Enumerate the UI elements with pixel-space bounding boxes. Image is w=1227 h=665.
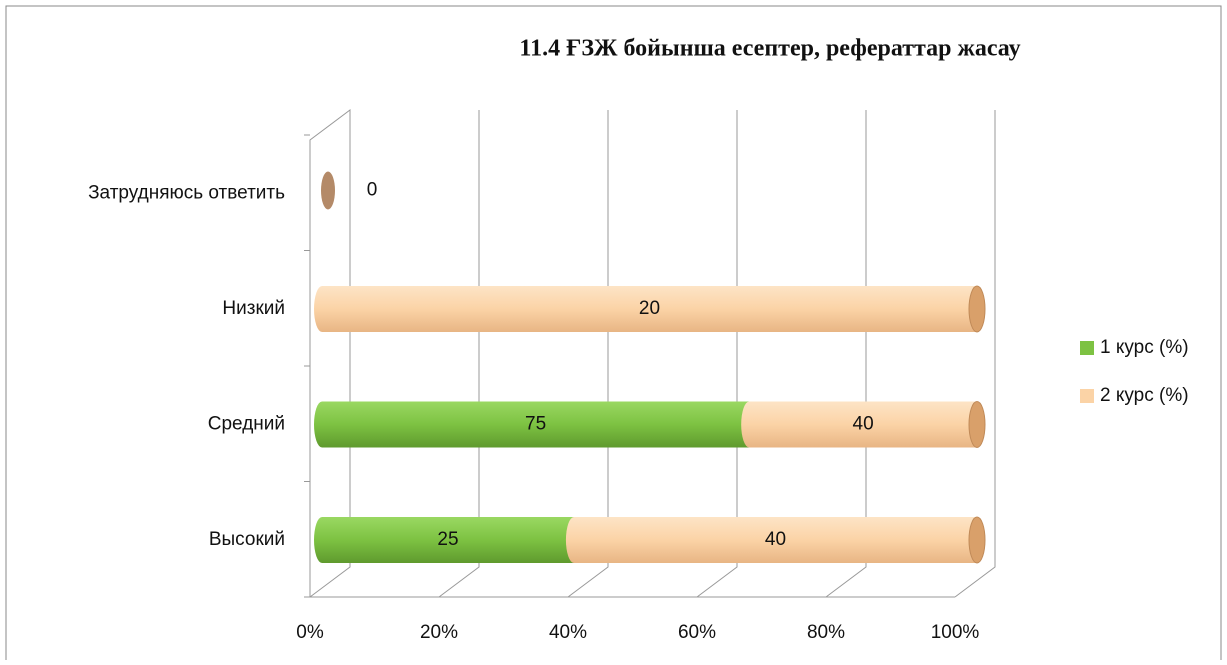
bar-cap bbox=[968, 285, 986, 333]
x-tick-label: 60% bbox=[678, 622, 716, 643]
bar-cap bbox=[968, 516, 986, 564]
y-tick-label: Затрудняюсь ответить bbox=[88, 183, 285, 204]
bar bbox=[314, 286, 985, 332]
y-tick-label: Высокий bbox=[209, 529, 285, 550]
bar-cap bbox=[968, 401, 986, 448]
legend-swatch bbox=[1080, 389, 1094, 403]
x-tick-label: 0% bbox=[296, 622, 324, 643]
bar bbox=[314, 517, 582, 563]
grid-line bbox=[567, 110, 609, 598]
grid-line bbox=[438, 110, 480, 598]
data-label: 40 bbox=[853, 414, 874, 435]
legend-label: 2 курс (%) bbox=[1100, 385, 1189, 406]
bar bbox=[321, 171, 335, 210]
data-label: 20 bbox=[639, 298, 660, 319]
chart-title: 11.4 ҒЗЖ бойынша есептер, рефераттар жас… bbox=[519, 36, 1020, 62]
grid-line bbox=[696, 110, 738, 598]
data-label: 75 bbox=[525, 414, 546, 435]
x-tick-label: 40% bbox=[549, 622, 587, 643]
grid-line bbox=[954, 110, 996, 598]
data-label: 0 bbox=[367, 180, 378, 201]
data-label: 25 bbox=[437, 529, 458, 550]
y-tick-label: Низкий bbox=[222, 298, 285, 319]
x-tick-label: 20% bbox=[420, 622, 458, 643]
legend-swatch bbox=[1080, 341, 1094, 355]
bar bbox=[314, 401, 758, 448]
x-tick-label: 100% bbox=[931, 622, 980, 643]
y-tick-label: Средний bbox=[208, 414, 285, 435]
bar bbox=[565, 517, 985, 563]
legend-label: 1 курс (%) bbox=[1100, 337, 1189, 358]
grid-line bbox=[825, 110, 867, 598]
grid-line bbox=[309, 110, 351, 598]
x-tick-label: 80% bbox=[807, 622, 845, 643]
bar bbox=[741, 401, 985, 448]
frame bbox=[5, 5, 1222, 665]
data-label: 40 bbox=[765, 529, 786, 550]
